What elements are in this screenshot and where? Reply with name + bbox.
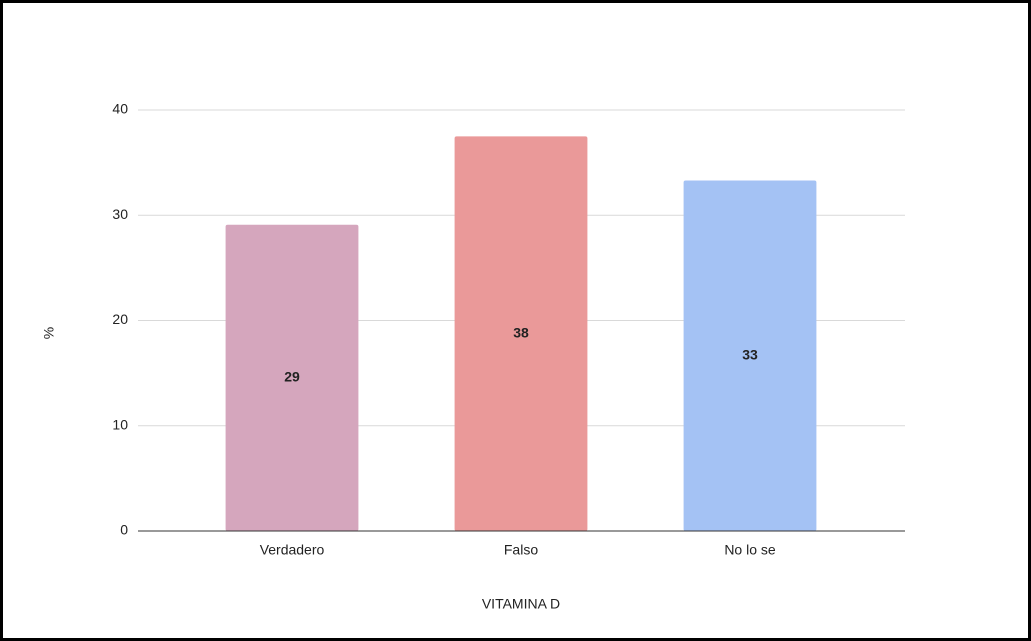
x-tick-label: Verdadero (260, 542, 325, 558)
bar (225, 224, 359, 531)
bar (683, 180, 817, 531)
data-label: 38 (513, 324, 529, 340)
x-tick-label: No lo se (724, 542, 776, 558)
y-tick-label: 0 (120, 522, 128, 538)
y-axis-title: % (41, 327, 57, 339)
x-tick-label: Falso (504, 542, 538, 558)
y-tick-label: 30 (112, 206, 128, 222)
y-tick-label: 20 (112, 311, 128, 327)
y-tick-label: 10 (112, 416, 128, 432)
x-axis-title: VITAMINA D (482, 596, 560, 612)
y-tick-label: 40 (112, 101, 128, 117)
bar (454, 136, 588, 531)
data-label: 33 (742, 346, 758, 362)
data-label: 29 (284, 369, 300, 385)
